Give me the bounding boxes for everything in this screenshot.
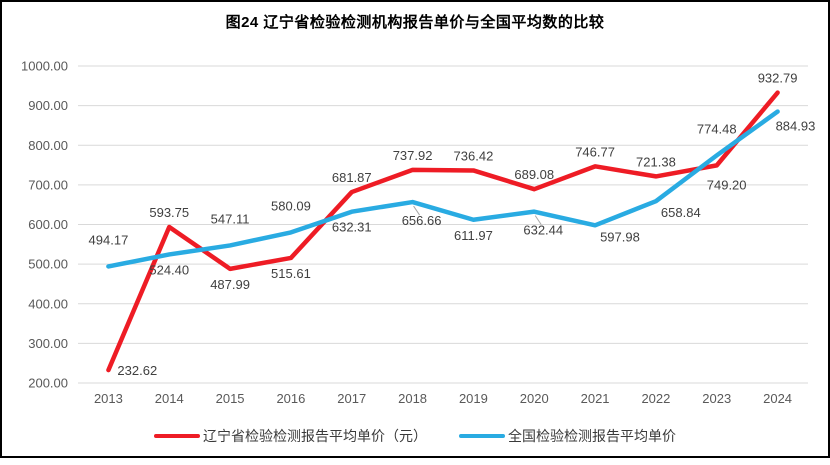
x-axis-tick-label: 2015 (216, 391, 245, 406)
data-label: 593.75 (149, 205, 189, 220)
x-axis-tick-label: 2023 (702, 391, 731, 406)
x-axis-tick-label: 2017 (337, 391, 366, 406)
data-label: 515.61 (271, 266, 311, 281)
y-axis-tick-label: 800.00 (28, 138, 68, 153)
series-line-1 (106, 109, 780, 269)
data-label: 524.40 (149, 262, 189, 277)
data-label: 746.77 (575, 144, 615, 159)
data-label-leader-line (413, 205, 420, 216)
legend-swatch-blue-line (459, 434, 505, 438)
x-axis-tick-label: 2021 (581, 391, 610, 406)
y-axis-tick-label: 600.00 (28, 217, 68, 232)
data-label: 232.62 (117, 363, 157, 378)
y-axis-tick-label: 700.00 (28, 177, 68, 192)
y-axis-tick-label: 400.00 (28, 296, 68, 311)
y-axis-tick-label: 200.00 (28, 376, 68, 391)
data-label: 689.08 (514, 167, 554, 182)
data-label: 632.31 (332, 220, 372, 235)
data-label: 884.93 (776, 119, 816, 134)
data-label: 736.42 (454, 148, 494, 163)
y-axis-tick-label: 300.00 (28, 336, 68, 351)
x-axis-tick-label: 2016 (276, 391, 305, 406)
data-label: 749.20 (707, 177, 747, 192)
data-label: 774.48 (697, 121, 737, 136)
legend-swatch-red-line (154, 434, 200, 438)
x-axis-tick-label: 2014 (155, 391, 184, 406)
x-axis-tick-label: 2022 (641, 391, 670, 406)
data-label-leader-line (534, 215, 542, 225)
data-label: 494.17 (89, 232, 129, 247)
chart-title: 图24 辽宁省检验检测机构报告单价与全国平均数的比较 (225, 14, 605, 31)
y-axis-tick-label: 500.00 (28, 257, 68, 272)
x-axis-tick-label: 2018 (398, 391, 427, 406)
data-label: 658.84 (661, 205, 701, 220)
data-label: 681.87 (332, 170, 372, 185)
legend-label-national: 全国检验检测报告平均单价 (508, 428, 676, 444)
x-axis-tick-label: 2020 (520, 391, 549, 406)
x-axis-tick-label: 2013 (94, 391, 123, 406)
data-label: 611.97 (454, 228, 493, 243)
data-label: 932.79 (758, 71, 798, 86)
x-axis-tick-label: 2024 (763, 391, 792, 406)
x-axis-tick-label: 2019 (459, 391, 488, 406)
legend-label-liaoning: 辽宁省检验检测报告平均单价（元） (203, 428, 427, 444)
data-label: 580.09 (271, 198, 311, 213)
legend-item-national: 全国检验检测报告平均单价 (459, 426, 676, 446)
legend-item-liaoning: 辽宁省检验检测报告平均单价（元） (154, 426, 427, 446)
data-label: 597.98 (600, 229, 640, 244)
y-axis-tick-label: 1000.00 (21, 59, 68, 74)
data-label: 721.38 (636, 154, 676, 169)
chart-legend: 辽宁省检验检测报告平均单价（元） 全国检验检测报告平均单价 (0, 426, 830, 446)
data-label: 737.92 (393, 148, 433, 163)
data-label: 547.11 (211, 211, 250, 226)
y-axis-tick-label: 900.00 (28, 98, 68, 113)
data-label: 632.44 (523, 223, 563, 238)
data-label: 656.66 (402, 213, 442, 228)
data-label: 487.99 (210, 277, 250, 292)
series-line-0 (106, 90, 780, 373)
